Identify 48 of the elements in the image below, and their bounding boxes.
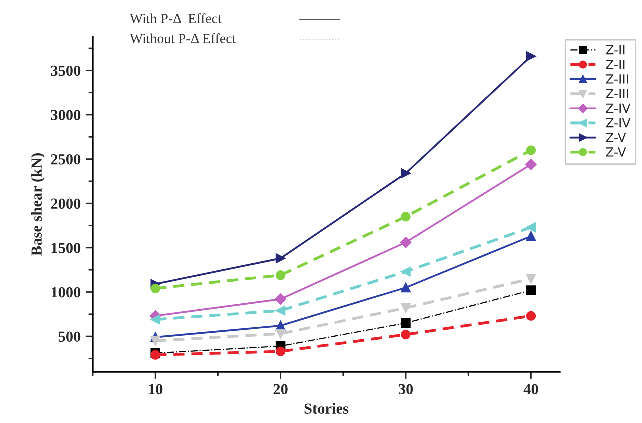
point (526, 286, 536, 296)
point (401, 282, 411, 293)
legend-label: Z-IV (606, 104, 631, 113)
point (401, 318, 411, 328)
point (526, 159, 537, 170)
legend-label: Z-III (606, 89, 628, 98)
point (526, 222, 536, 232)
legend-label: Z-II (606, 45, 625, 55)
point (401, 303, 411, 314)
point (150, 314, 160, 325)
point (276, 306, 286, 316)
annotation: Without P-Δ Effect (130, 34, 236, 44)
y-tick-label: 3500 (51, 66, 81, 76)
point (275, 294, 286, 305)
x-tick-label: 40 (524, 384, 538, 395)
point (526, 146, 536, 156)
point (276, 346, 286, 356)
point (276, 329, 286, 339)
point (526, 232, 536, 242)
y-tick-label: 2500 (51, 154, 81, 165)
x-tick-label: 20 (274, 384, 288, 395)
point (150, 284, 160, 294)
y-axis-title: Base shear (kN) (31, 154, 46, 256)
point (401, 266, 411, 277)
point (526, 311, 536, 322)
legend-label: Z-V (606, 133, 626, 142)
y-tick-label: 1000 (52, 287, 81, 298)
point (526, 274, 536, 284)
point (401, 212, 411, 222)
y-tick-label: 500 (58, 332, 81, 342)
y-tick-label: 1500 (52, 243, 81, 254)
point (401, 330, 411, 340)
legend-label: Z-IV (606, 118, 631, 128)
text: With P-Δ Effect (130, 14, 222, 24)
x-tick-label: 10 (149, 384, 163, 395)
point (401, 168, 411, 178)
point (276, 254, 286, 264)
legend-label: Z-V (606, 148, 626, 157)
point (276, 270, 286, 280)
legend-label: Z-II (606, 60, 625, 70)
y-tick-label: 2000 (51, 198, 81, 210)
legend-label: Z-III (606, 74, 628, 84)
x-tick-label: 30 (398, 384, 414, 395)
point (150, 336, 160, 346)
y-tick-label: 3000 (51, 110, 81, 120)
x-axis-title: Stories (304, 403, 349, 414)
point (400, 237, 412, 248)
point (526, 52, 536, 62)
